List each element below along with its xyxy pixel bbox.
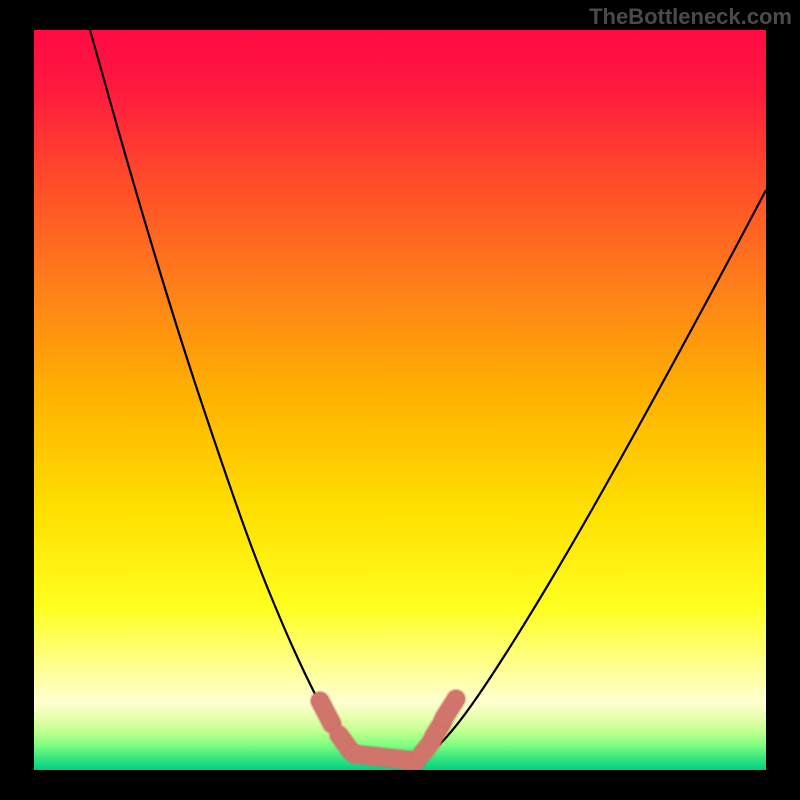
chart-container: TheBottleneck.com bbox=[0, 0, 800, 800]
highlight-segment bbox=[320, 701, 332, 724]
bottleneck-chart bbox=[0, 0, 800, 800]
plot-background bbox=[34, 30, 766, 770]
highlight-segment bbox=[354, 754, 416, 761]
watermark-text: TheBottleneck.com bbox=[589, 4, 792, 30]
highlight-segment bbox=[444, 699, 456, 718]
